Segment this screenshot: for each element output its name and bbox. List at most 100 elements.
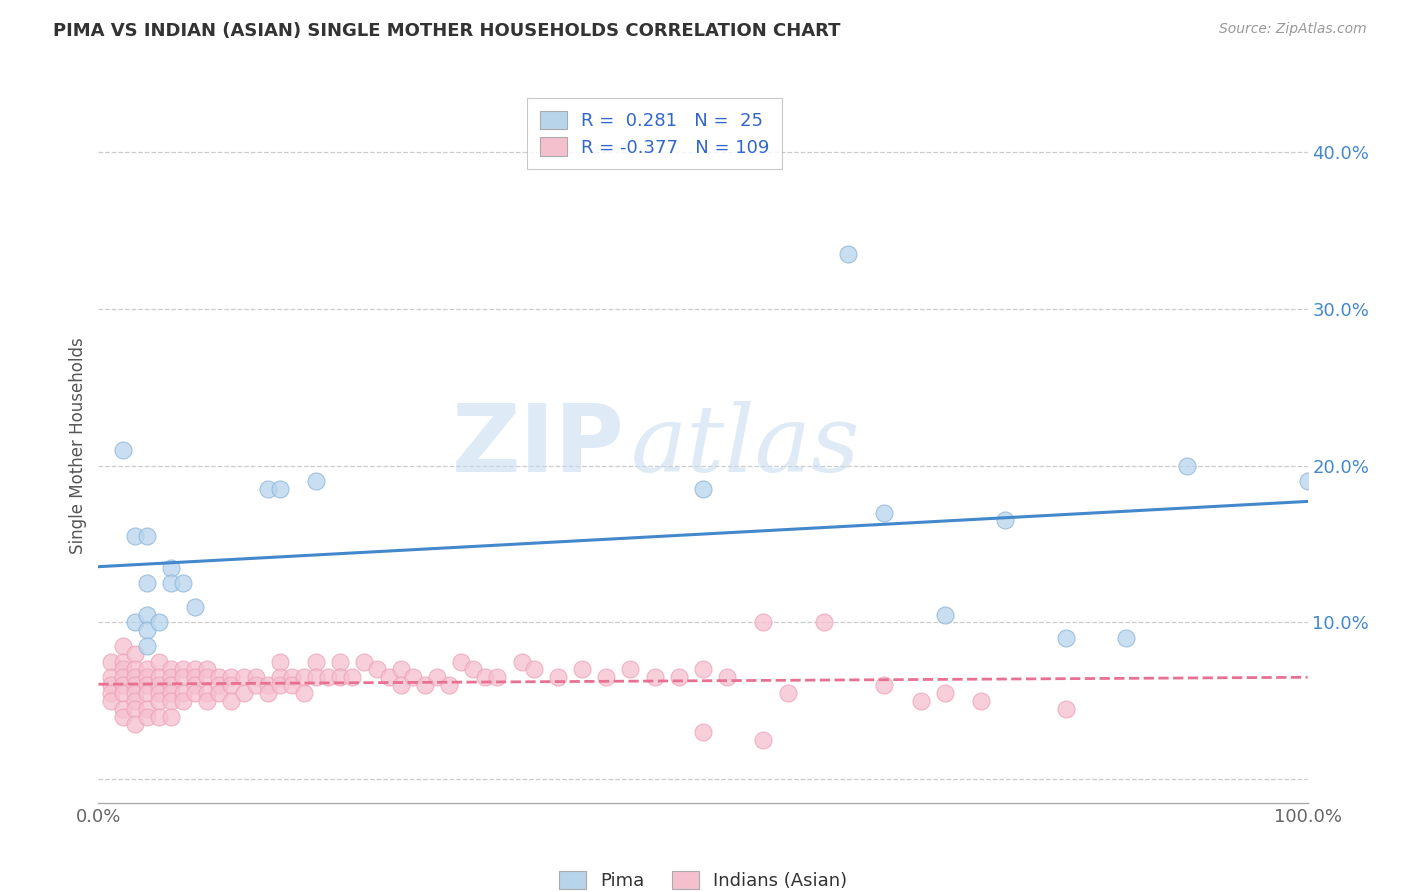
Point — [281, 678, 304, 692]
Point — [208, 670, 231, 684]
Point — [245, 670, 267, 684]
Point — [208, 678, 231, 692]
Point — [135, 576, 157, 591]
Point — [124, 686, 146, 700]
Point — [474, 670, 496, 684]
Point — [353, 655, 375, 669]
Point — [463, 663, 485, 677]
Point — [245, 678, 267, 692]
Point — [571, 663, 593, 677]
Point — [184, 663, 207, 677]
Point — [752, 733, 775, 747]
Point — [208, 686, 231, 700]
Point — [124, 702, 146, 716]
Point — [172, 663, 194, 677]
Point — [426, 670, 449, 684]
Point — [692, 482, 714, 496]
Point — [402, 670, 425, 684]
Point — [619, 663, 641, 677]
Point — [970, 694, 993, 708]
Point — [389, 678, 412, 692]
Point — [172, 576, 194, 591]
Point — [135, 686, 157, 700]
Point — [184, 670, 207, 684]
Point — [486, 670, 509, 684]
Point — [281, 670, 304, 684]
Point — [316, 670, 339, 684]
Point — [135, 702, 157, 716]
Point — [752, 615, 775, 630]
Point — [135, 709, 157, 723]
Point — [292, 670, 315, 684]
Point — [124, 694, 146, 708]
Y-axis label: Single Mother Households: Single Mother Households — [69, 338, 87, 554]
Point — [148, 678, 170, 692]
Point — [111, 709, 134, 723]
Point — [256, 686, 278, 700]
Point — [269, 670, 291, 684]
Point — [232, 670, 254, 684]
Point — [221, 694, 243, 708]
Point — [934, 607, 956, 622]
Point — [160, 686, 183, 700]
Point — [160, 560, 183, 574]
Text: atlas: atlas — [630, 401, 860, 491]
Point — [100, 686, 122, 700]
Point — [111, 686, 134, 700]
Point — [692, 663, 714, 677]
Point — [692, 725, 714, 739]
Point — [100, 678, 122, 692]
Point — [547, 670, 569, 684]
Point — [329, 670, 352, 684]
Point — [111, 678, 134, 692]
Point — [1296, 475, 1319, 489]
Point — [148, 694, 170, 708]
Point — [292, 686, 315, 700]
Point — [873, 678, 896, 692]
Point — [160, 694, 183, 708]
Point — [100, 670, 122, 684]
Point — [124, 678, 146, 692]
Point — [135, 678, 157, 692]
Point — [437, 678, 460, 692]
Point — [195, 663, 218, 677]
Point — [111, 702, 134, 716]
Point — [994, 514, 1017, 528]
Point — [172, 694, 194, 708]
Point — [124, 529, 146, 543]
Point — [184, 678, 207, 692]
Point — [124, 615, 146, 630]
Point — [195, 694, 218, 708]
Point — [837, 247, 859, 261]
Point — [100, 655, 122, 669]
Point — [135, 607, 157, 622]
Point — [148, 670, 170, 684]
Point — [366, 663, 388, 677]
Point — [135, 663, 157, 677]
Point — [148, 615, 170, 630]
Point — [160, 678, 183, 692]
Point — [910, 694, 932, 708]
Point — [135, 670, 157, 684]
Point — [100, 694, 122, 708]
Point — [873, 506, 896, 520]
Point — [124, 663, 146, 677]
Point — [510, 655, 533, 669]
Point — [595, 670, 617, 684]
Point — [269, 655, 291, 669]
Point — [668, 670, 690, 684]
Point — [377, 670, 399, 684]
Point — [305, 670, 328, 684]
Point — [221, 678, 243, 692]
Point — [644, 670, 666, 684]
Point — [124, 670, 146, 684]
Point — [389, 663, 412, 677]
Point — [135, 624, 157, 638]
Point — [342, 670, 364, 684]
Point — [256, 482, 278, 496]
Point — [413, 678, 436, 692]
Point — [716, 670, 738, 684]
Point — [172, 686, 194, 700]
Point — [195, 670, 218, 684]
Point — [221, 670, 243, 684]
